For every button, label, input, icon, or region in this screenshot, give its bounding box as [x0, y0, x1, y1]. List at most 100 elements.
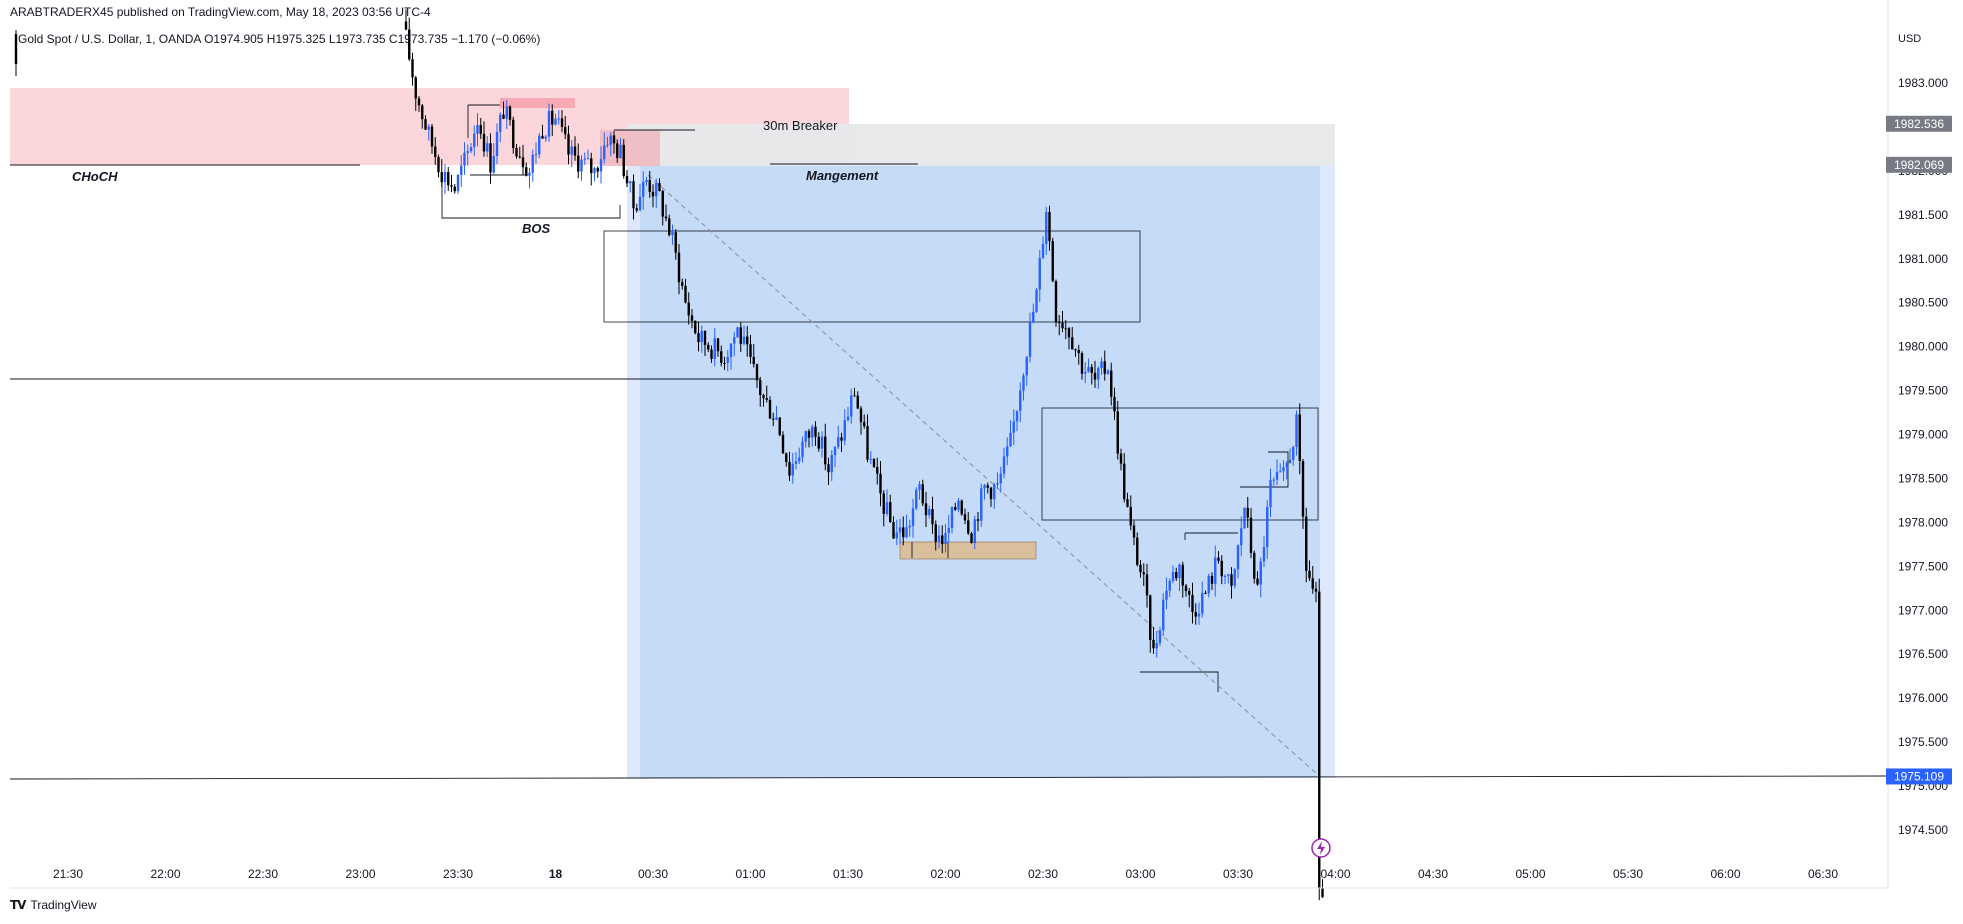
candle-body [716, 338, 720, 352]
candle-body [612, 135, 616, 144]
candle-body [1308, 570, 1311, 579]
candle-body [502, 114, 505, 119]
tradingview-logo-icon: TV [10, 898, 27, 912]
time-tick-label: 06:30 [1808, 867, 1838, 881]
candle-body [1194, 612, 1197, 617]
candle-body [759, 380, 762, 395]
candle-body [801, 441, 804, 458]
time-axis[interactable]: 21:30 22:00 22:30 23:00 23:30 18 00:30 01:00 01:… [53, 867, 1838, 881]
time-tick-label: 21:30 [53, 867, 83, 881]
candle-body [752, 356, 755, 365]
candle-body [557, 118, 560, 120]
candle-body [1077, 349, 1080, 354]
candle-body [512, 119, 515, 148]
candle-body [924, 503, 928, 516]
candle-body [713, 338, 716, 359]
candle-body [1119, 453, 1123, 464]
candle-body [1152, 639, 1155, 649]
candle-body [1292, 446, 1295, 460]
candle-body [746, 336, 749, 345]
candle-body [794, 461, 798, 464]
candle-body [473, 133, 476, 148]
candle-body [1103, 361, 1106, 374]
target-level-line[interactable] [9, 775, 1889, 780]
candle-body [1220, 560, 1223, 577]
candle-body [1058, 322, 1061, 324]
candle-body [1080, 353, 1084, 374]
symbol-ohlc-legend[interactable]: Gold Spot / U.S. Dollar, 1, OANDA O1974.… [18, 32, 541, 46]
candle-body [1015, 410, 1019, 422]
fvg-box-upper[interactable] [603, 230, 1141, 323]
candle-body [1045, 211, 1048, 244]
candle-body [1262, 547, 1266, 562]
price-tick-label: 1979.000 [1898, 428, 1948, 442]
candle-body [1311, 578, 1314, 589]
candle-body [885, 502, 889, 514]
candle-body [1019, 390, 1022, 411]
candle-body [869, 458, 872, 460]
candle-body [531, 154, 534, 173]
candle-body [668, 218, 671, 236]
time-tick-label: 00:30 [638, 867, 668, 881]
candle-body [921, 484, 924, 504]
candle-body [872, 458, 876, 467]
candle-body [1022, 375, 1025, 391]
price-axis[interactable]: 1983.0001982.5001982.0001981.5001981.000… [1898, 76, 1948, 837]
candle-body [642, 181, 645, 197]
candle-body [976, 519, 980, 521]
candle-body [1110, 370, 1113, 397]
candle-body [863, 422, 866, 427]
time-tick-label: 22:30 [248, 867, 278, 881]
candle-body [970, 533, 973, 543]
alert-icon[interactable] [1311, 838, 1331, 858]
breaker-label: 30m Breaker [763, 118, 838, 133]
time-tick-label: 02:00 [930, 867, 960, 881]
time-tick-label: 03:00 [1125, 867, 1155, 881]
candle-body [674, 232, 677, 253]
candle-body [1243, 507, 1246, 529]
candle-body [905, 527, 908, 538]
candle-body [1240, 528, 1243, 546]
candle-body [1084, 371, 1087, 374]
candle-body [1207, 575, 1210, 594]
time-tick-label: 04:30 [1418, 867, 1448, 881]
candle-body [1178, 564, 1181, 579]
candle-body [892, 522, 895, 539]
candle-body [671, 232, 674, 236]
candle-body [1217, 557, 1220, 561]
candle-body [645, 179, 648, 182]
demand-box[interactable] [899, 541, 1037, 560]
price-tick-label: 1979.500 [1898, 384, 1948, 398]
publish-info: ARABTRADERX45 published on TradingView.c… [10, 5, 431, 19]
candle-body [590, 158, 593, 174]
candle-body [739, 327, 742, 344]
candle-body [986, 485, 989, 488]
candle-body [931, 509, 934, 525]
candle-body [1158, 630, 1162, 643]
candle-body [898, 527, 902, 533]
candle-body [495, 131, 499, 156]
trend-line[interactable] [647, 174, 1319, 776]
candle-body [492, 155, 495, 173]
candle-body [1253, 552, 1256, 579]
fvg-box-lower[interactable] [1041, 407, 1319, 521]
candle-body [593, 168, 596, 174]
candle-body [983, 485, 986, 489]
candle-body [635, 208, 638, 211]
candle-body [456, 174, 460, 192]
candle-body [720, 351, 723, 363]
candle-body [1032, 311, 1035, 323]
candle-body [1314, 588, 1318, 592]
candle-body [1233, 569, 1236, 586]
time-tick-label: 01:00 [735, 867, 765, 881]
candle-body [934, 524, 937, 542]
price-tag [1886, 115, 1952, 132]
footer-brand[interactable]: TV TradingView [10, 898, 97, 912]
candle-body [443, 172, 447, 183]
bos-label: BOS [522, 221, 551, 236]
candle-body [957, 500, 960, 510]
candle-body [1204, 592, 1207, 594]
candle-body [1155, 642, 1158, 649]
breaker-zone[interactable] [627, 124, 1335, 166]
